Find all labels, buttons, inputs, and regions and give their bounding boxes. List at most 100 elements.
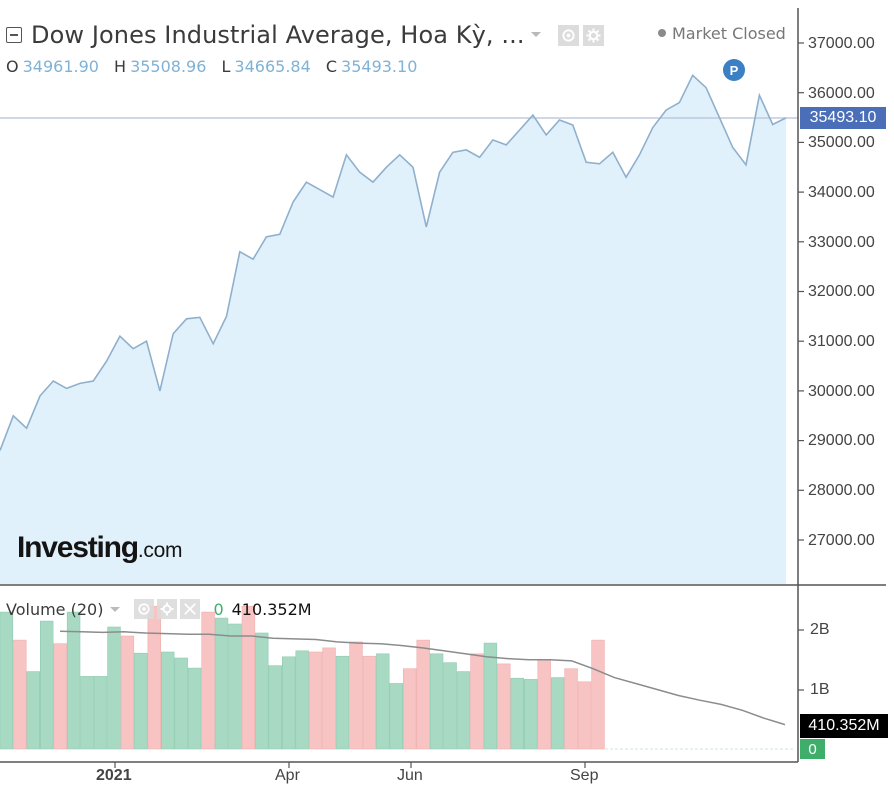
close-label: C	[325, 57, 338, 76]
volume-bar	[429, 653, 444, 750]
open-value: 34961.90	[22, 57, 99, 76]
volume-bar	[0, 611, 14, 750]
volume-legend: Volume (20) 0 410.352M	[6, 598, 312, 620]
price-tick-label: 27000.00	[808, 532, 875, 549]
volume-bar	[107, 626, 121, 750]
x-tick-label: Apr	[275, 767, 300, 784]
volume-bar	[523, 679, 538, 750]
gear-icon[interactable]	[583, 25, 604, 46]
volume-bar	[187, 667, 202, 750]
volume-bar	[483, 642, 498, 750]
low-value: 34665.84	[234, 57, 311, 76]
investing-logo: Investing.com	[17, 531, 183, 565]
status-dot-icon	[658, 28, 666, 37]
x-tick-label: Sep	[570, 767, 599, 784]
gear-icon-glyph	[586, 28, 601, 43]
gear-icon-glyph	[160, 602, 174, 616]
close-icon[interactable]	[180, 599, 201, 619]
market-status-text: Market Closed	[672, 24, 786, 43]
volume-bar	[120, 635, 135, 750]
volume-bar	[376, 653, 390, 750]
volume-bar	[39, 620, 54, 750]
volume-bar	[389, 683, 403, 750]
volume-bar	[66, 611, 81, 750]
logo-domain: .com	[137, 539, 183, 562]
volume-bar	[564, 668, 578, 750]
price-area-fill	[0, 75, 786, 585]
volume-bar	[214, 617, 229, 750]
high-value: 35508.96	[130, 57, 207, 76]
collapse-icon[interactable]	[6, 27, 22, 43]
volume-bar	[281, 656, 296, 750]
price-tick-label: 28000.00	[808, 482, 875, 499]
chevron-down-icon[interactable]	[110, 606, 121, 612]
volume-bar	[93, 676, 108, 750]
volume-bar	[591, 639, 605, 750]
volume-bar	[510, 677, 524, 750]
volume-value: 410.352M	[231, 599, 312, 619]
volume-bar	[53, 643, 67, 750]
p-marker-icon[interactable]: P	[723, 59, 745, 81]
eye-icon-glyph	[562, 29, 575, 42]
volume-bar	[456, 671, 471, 750]
volume-bar	[497, 663, 511, 750]
chevron-down-icon[interactable]	[531, 32, 541, 37]
ohlc-values: O 34961.90 H 35508.96 L 34665.84 C 35493.10	[6, 57, 427, 76]
price-line	[0, 73, 787, 451]
eye-icon[interactable]	[134, 599, 155, 619]
eye-icon[interactable]	[558, 25, 579, 46]
price-tick-label: 29000.00	[808, 432, 875, 449]
chart-title: Dow Jones Industrial Average, Hoa Kỳ, ..…	[31, 21, 525, 49]
x-tick-label: 2021	[96, 767, 132, 784]
volume-tick-label: 1B	[810, 681, 830, 698]
volume-bar	[349, 641, 363, 750]
low-label: L	[221, 57, 231, 76]
current-volume-tag: 410.352M	[800, 714, 888, 738]
price-tick-label: 31000.00	[808, 333, 875, 350]
volume-tick-label: 2B	[810, 621, 830, 638]
volume-bar	[443, 662, 457, 750]
volume-zero-tag: 0	[800, 739, 825, 759]
volume-bar	[268, 665, 282, 750]
price-tick-label: 32000.00	[808, 283, 875, 300]
chart-title-row: Dow Jones Industrial Average, Hoa Kỳ, ..…	[6, 18, 525, 52]
volume-bar	[241, 605, 256, 750]
eye-icon-glyph	[138, 603, 151, 615]
price-tick-label: 30000.00	[808, 383, 875, 400]
close-icon-glyph	[184, 603, 197, 615]
volume-bar	[322, 647, 336, 750]
logo-main: Investing	[17, 531, 139, 564]
x-axis-ticks	[114, 629, 804, 768]
volume-bar	[470, 653, 484, 750]
volume-bar	[402, 668, 417, 750]
open-label: O	[6, 57, 19, 76]
volume-bar	[134, 652, 148, 750]
volume-ma-line	[59, 630, 786, 726]
volume-bar	[255, 632, 269, 750]
volume-bar	[362, 655, 377, 750]
volume-bar	[416, 639, 430, 750]
volume-bars	[0, 605, 605, 750]
volume-bar	[13, 639, 27, 750]
volume-bar	[550, 677, 565, 750]
volume-bar	[228, 623, 242, 750]
current-price-tag: 35493.10	[800, 107, 886, 129]
volume-bar	[537, 659, 551, 750]
market-status: Market Closed	[658, 24, 786, 43]
volume-bar	[201, 611, 215, 750]
volume-bar	[147, 605, 161, 750]
price-tick-label: 34000.00	[808, 184, 875, 201]
price-axis-ticks	[798, 42, 804, 541]
volume-bar	[174, 657, 188, 750]
price-tick-label: 36000.00	[808, 85, 875, 102]
volume-label: Volume (20)	[6, 599, 104, 619]
gear-icon[interactable]	[157, 599, 178, 619]
volume-bar	[577, 681, 592, 750]
high-label: H	[114, 57, 127, 76]
price-tick-label: 35000.00	[808, 134, 875, 151]
price-tick-label: 33000.00	[808, 234, 875, 251]
volume-bar	[80, 676, 94, 750]
volume-bar	[308, 651, 323, 750]
close-value: 35493.10	[341, 57, 418, 76]
